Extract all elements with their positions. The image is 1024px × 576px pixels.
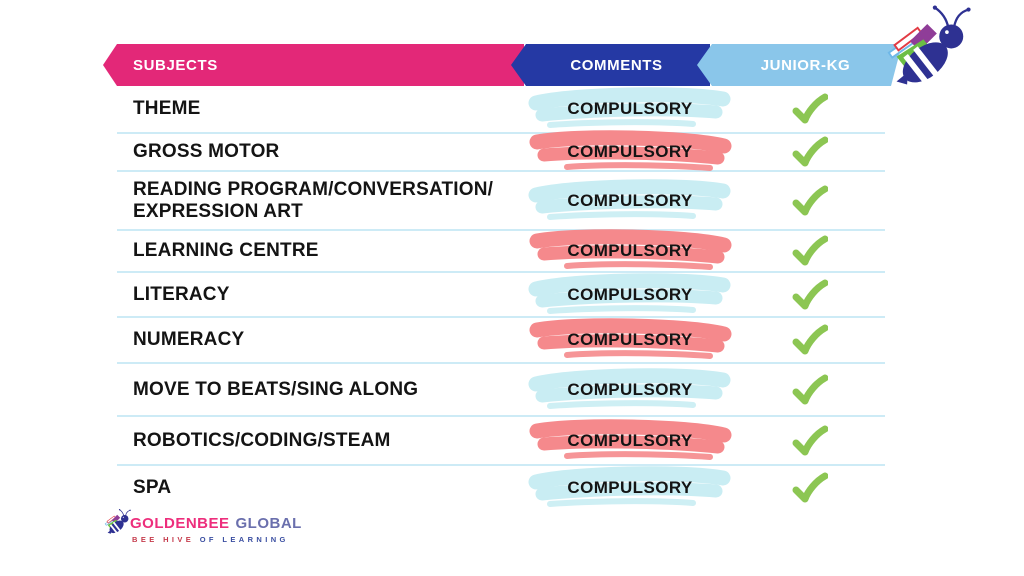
- table-row: NUMERACY COMPULSORY: [117, 318, 885, 364]
- subject-label: MOVE TO BEATS/SING ALONG: [133, 378, 419, 400]
- comment-cell: COMPULSORY: [525, 318, 735, 359]
- header-junior-kg-label: JUNIOR-KG: [760, 56, 851, 74]
- bee-mascot-icon: [885, 2, 981, 92]
- brand-name-goldenbee: GOLDENBEE: [130, 515, 230, 532]
- comment-label: COMPULSORY: [567, 379, 693, 399]
- brush-stroke-highlight: [528, 466, 731, 507]
- brand-tagline-right: OF LEARNING: [199, 535, 289, 544]
- comment-label: COMPULSORY: [567, 330, 693, 349]
- comment-cell: COMPULSORY: [525, 130, 735, 171]
- brand-name: GOLDENBEE GLOBAL: [130, 515, 302, 532]
- brush-stroke-highlight: [529, 318, 732, 359]
- comment-cell: COMPULSORY: [525, 466, 735, 507]
- check-cell: [735, 93, 885, 125]
- checkmark-icon: [792, 235, 828, 266]
- checkmark-icon: [792, 136, 828, 167]
- comment-label: COMPULSORY: [567, 478, 693, 497]
- table-row: THEME COMPULSORY: [117, 86, 885, 134]
- subject-label: SPA: [133, 477, 172, 499]
- check-cell: [735, 279, 885, 311]
- table-row: ROBOTICS/CODING/STEAM COMPULSORY: [117, 417, 885, 466]
- table-row: LEARNING CENTRE COMPULSORY: [117, 229, 885, 273]
- comment-cell: COMPULSORY: [525, 178, 735, 220]
- comment-cell: COMPULSORY: [525, 367, 735, 409]
- comment-label: COMPULSORY: [567, 284, 693, 304]
- brush-stroke-highlight: [529, 229, 732, 270]
- subject-label: THEME: [133, 98, 201, 120]
- header-column-junior-kg: JUNIOR-KG: [697, 44, 902, 86]
- checkmark-icon: [792, 93, 828, 124]
- subject-label: LITERACY: [133, 283, 230, 305]
- checkmark-icon: [792, 185, 828, 215]
- brand-tagline-left: BEE HIVE: [132, 535, 195, 544]
- brush-stroke-highlight: [528, 272, 731, 314]
- brush-stroke-highlight: [528, 87, 731, 128]
- comment-label: COMPULSORY: [567, 190, 693, 210]
- brush-stroke-highlight: [528, 367, 731, 409]
- header-column-comments: COMMENTS: [511, 44, 710, 86]
- subject-label: GROSS MOTOR: [133, 141, 280, 163]
- checkmark-icon: [792, 279, 828, 309]
- check-cell: [735, 324, 885, 356]
- comment-cell: COMPULSORY: [525, 229, 735, 270]
- subject-label: ROBOTICS/CODING/STEAM: [133, 429, 391, 451]
- check-cell: [735, 235, 885, 267]
- subject-label: LEARNING CENTRE: [133, 240, 319, 262]
- comment-cell: COMPULSORY: [525, 272, 735, 314]
- comment-label: COMPULSORY: [567, 241, 693, 260]
- subjects-table: THEME COMPULSORY GROSS MOTOR COMPULSORY READ…: [117, 86, 885, 510]
- comment-label: COMPULSORY: [567, 99, 693, 118]
- table-row: MOVE TO BEATS/SING ALONG COMPULSORY: [117, 364, 885, 417]
- table-row: SPA COMPULSORY: [117, 466, 885, 510]
- brand-logo: GOLDENBEE GLOBAL BEE HIVE OF LEARNING: [104, 505, 302, 544]
- subject-label: READING PROGRAM/CONVERSATION/ EXPRESSION…: [133, 178, 494, 222]
- comment-label: COMPULSORY: [567, 430, 693, 450]
- comment-cell: COMPULSORY: [525, 418, 735, 460]
- table-row: GROSS MOTOR COMPULSORY: [117, 130, 885, 172]
- check-cell: [735, 374, 885, 406]
- comment-label: COMPULSORY: [567, 142, 693, 161]
- checkmark-icon: [792, 425, 828, 455]
- subject-label: NUMERACY: [133, 329, 245, 351]
- header-subjects-label: SUBJECTS: [133, 56, 218, 74]
- brush-stroke-highlight: [529, 418, 732, 460]
- table-row: READING PROGRAM/CONVERSATION/ EXPRESSION…: [117, 172, 885, 231]
- checkmark-icon: [792, 374, 828, 404]
- brand-tagline: BEE HIVE OF LEARNING: [132, 535, 302, 544]
- header-comments-label: COMMENTS: [570, 56, 663, 74]
- brush-stroke-highlight: [528, 178, 731, 220]
- check-cell: [735, 425, 885, 457]
- table-row: LITERACY COMPULSORY: [117, 272, 885, 318]
- check-cell: [735, 185, 885, 217]
- check-cell: [735, 136, 885, 168]
- brand-name-global: GLOBAL: [235, 515, 302, 532]
- comment-cell: COMPULSORY: [525, 87, 735, 128]
- checkmark-icon: [792, 472, 828, 503]
- check-cell: [735, 472, 885, 504]
- header-column-subjects: SUBJECTS: [103, 44, 524, 86]
- checkmark-icon: [792, 324, 828, 355]
- brush-stroke-highlight: [529, 130, 732, 171]
